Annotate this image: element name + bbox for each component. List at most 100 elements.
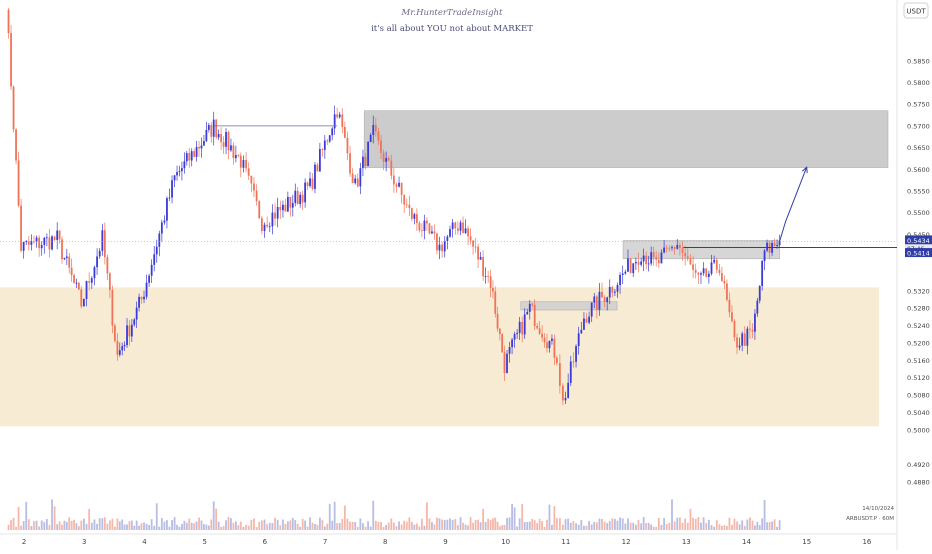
candle-body — [258, 201, 261, 219]
volume-bar — [123, 524, 126, 530]
candle-body — [700, 273, 702, 275]
volume-bar — [575, 523, 577, 530]
candle-body — [17, 160, 20, 206]
candle-body — [569, 361, 572, 383]
candle-body — [496, 313, 499, 329]
candle-body — [647, 263, 650, 265]
candle-body — [10, 33, 12, 87]
candle-body — [723, 280, 726, 284]
volume-bar — [61, 524, 63, 530]
candle-body — [536, 325, 539, 329]
candle-body — [27, 241, 30, 245]
candle-body — [98, 250, 101, 257]
x-ticks-layer: 2 3 4 5 6 7 8 9 10 11 12 13 14 15 16 — [22, 538, 872, 546]
x-tick-label: 14 — [742, 538, 751, 546]
volume-bar — [501, 525, 504, 530]
candle-body — [718, 269, 721, 274]
candle-body — [634, 261, 637, 264]
volume-bar — [469, 517, 472, 530]
candle-body — [130, 324, 133, 337]
candle-body — [349, 153, 351, 174]
volume-bar — [326, 523, 329, 530]
volume-bar — [7, 524, 10, 530]
volume-bar — [222, 526, 225, 530]
volume-bar — [145, 523, 148, 530]
candle-body — [183, 161, 186, 169]
candle-body — [253, 183, 255, 191]
candle-body — [364, 156, 367, 166]
candle-body — [673, 247, 676, 249]
candle-body — [462, 222, 464, 234]
candle-body — [103, 230, 106, 258]
candle-body — [128, 325, 131, 337]
volume-bar — [85, 523, 88, 530]
volume-bar — [684, 518, 687, 530]
candle-body — [506, 353, 508, 373]
candle-body — [299, 194, 302, 205]
candle-body — [284, 204, 287, 212]
candle-body — [518, 321, 521, 333]
volume-bar — [546, 519, 548, 530]
y-ticks-layer: 0.5850 0.5800 0.5750 0.5700 0.5650 0.5600 0.55… — [905, 57, 932, 486]
volume-bar — [354, 522, 357, 530]
volume-bar — [351, 521, 354, 530]
volume-bar — [380, 521, 382, 530]
volume-bar — [247, 525, 250, 530]
volume-bar — [413, 524, 416, 530]
volume-bar — [382, 526, 385, 530]
volume-bar — [255, 526, 258, 530]
candle-body — [426, 220, 428, 224]
candle-body — [205, 129, 208, 142]
volume-bar — [705, 523, 708, 530]
volume-bar — [518, 518, 521, 530]
candle-body — [521, 321, 524, 335]
volume-bar — [707, 519, 710, 530]
candle-body — [318, 149, 321, 172]
candle-body — [776, 245, 778, 247]
candle-body — [63, 258, 66, 260]
volume-bar — [738, 524, 741, 530]
volume-bar — [743, 525, 746, 530]
volume-bar — [689, 508, 692, 530]
currency-badge[interactable]: USDT — [906, 8, 926, 16]
volume-bar — [15, 526, 17, 530]
candle-body — [145, 282, 148, 297]
volume-bar — [538, 518, 541, 530]
candle-body — [676, 244, 679, 249]
candle-body — [304, 182, 307, 203]
volume-bar — [306, 526, 309, 530]
candle-body — [138, 296, 140, 308]
candle-body — [255, 190, 258, 202]
volume-bar — [359, 518, 362, 530]
volume-bar — [150, 519, 153, 530]
currency-badge-box[interactable] — [903, 2, 929, 19]
candle-body — [449, 229, 451, 237]
volume-bar — [38, 526, 41, 530]
candle-body — [338, 114, 341, 118]
volume-bar — [686, 522, 689, 530]
candle-body — [538, 328, 541, 334]
volume-bar — [166, 520, 168, 530]
candle-body — [405, 204, 408, 206]
candle-body — [577, 333, 580, 347]
volume-bar — [341, 518, 344, 530]
candle-body — [234, 155, 237, 159]
date-caption: 14/10/2024 — [862, 506, 894, 512]
volume-bar — [511, 503, 513, 530]
volume-bar — [438, 518, 441, 530]
candle-body — [153, 254, 156, 265]
volume-bar — [205, 524, 208, 530]
candle-body — [590, 302, 593, 317]
candle-body — [232, 145, 235, 159]
volume-bar — [426, 502, 428, 530]
candle-body — [33, 241, 35, 243]
candle-body — [351, 173, 354, 184]
y-tick-label: 0.5000 — [907, 426, 930, 434]
volume-bar — [692, 517, 694, 530]
candle-body — [467, 228, 469, 237]
candle-body — [692, 264, 694, 270]
volume-bar — [171, 520, 173, 530]
candle-body — [479, 257, 482, 260]
candle-body — [451, 222, 454, 230]
volume-bar — [583, 525, 585, 530]
